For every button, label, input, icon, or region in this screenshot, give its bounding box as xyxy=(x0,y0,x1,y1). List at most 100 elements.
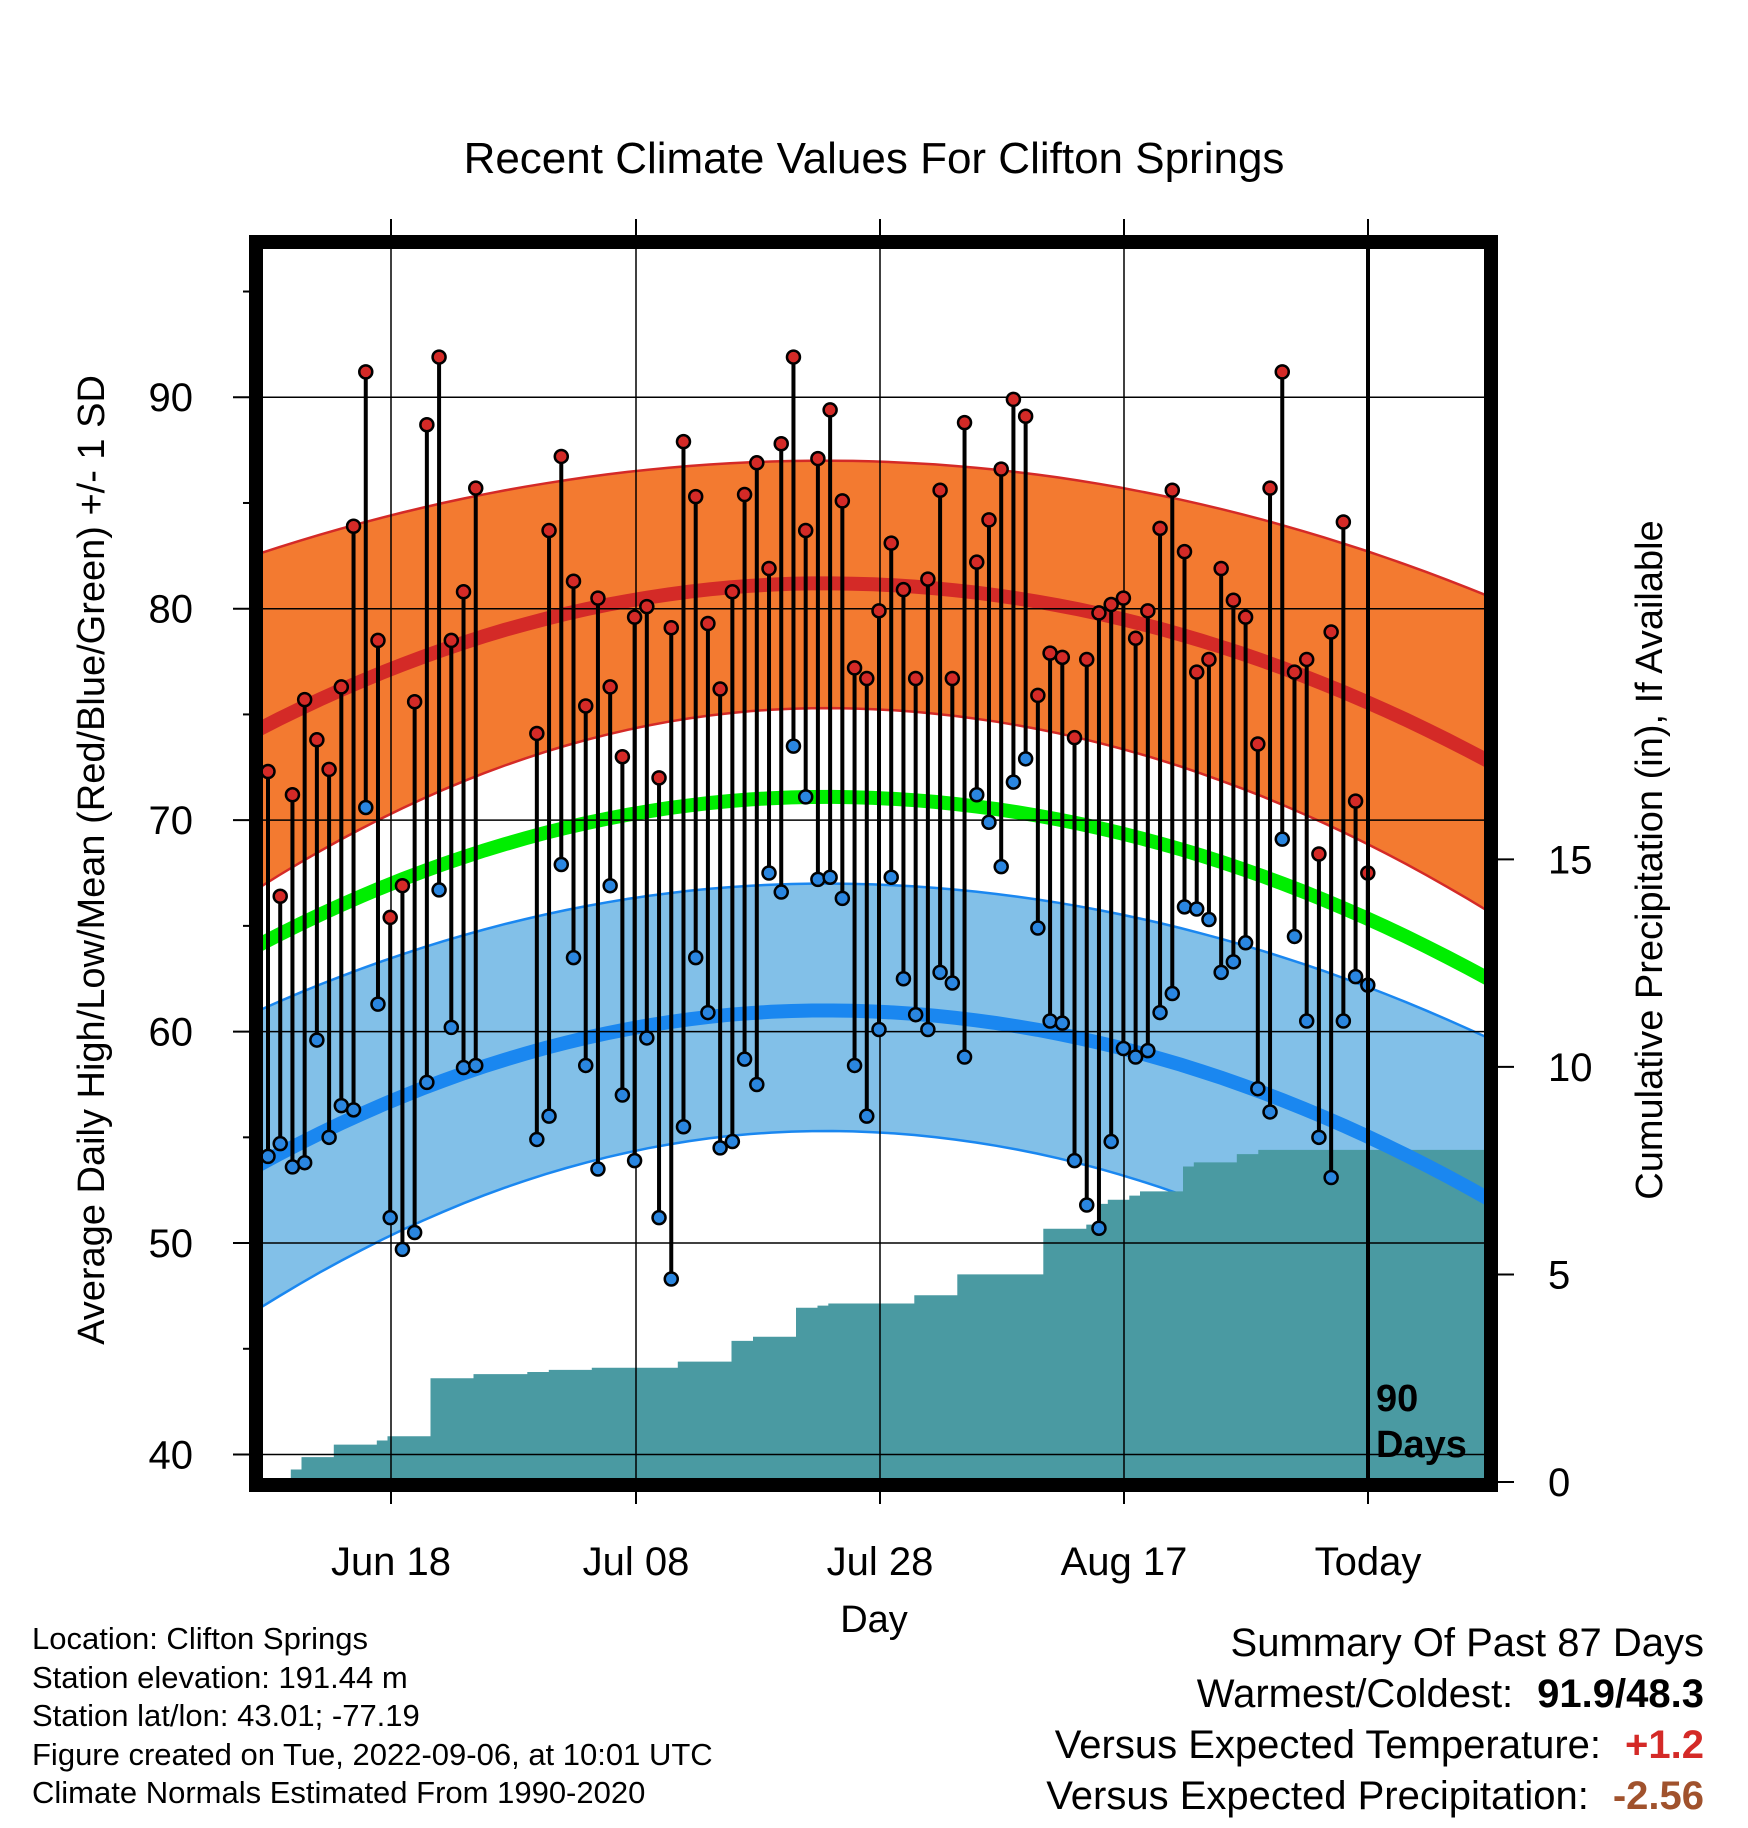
low-point xyxy=(1188,901,1205,917)
low-point xyxy=(1323,1169,1339,1186)
low-point xyxy=(907,1006,924,1023)
high-point xyxy=(565,573,582,589)
low-point xyxy=(590,1161,606,1177)
low-point xyxy=(1237,935,1254,951)
high-point xyxy=(663,619,680,636)
high-point xyxy=(981,512,997,528)
low-point xyxy=(541,1108,557,1124)
low-point xyxy=(871,1021,887,1038)
low-point xyxy=(639,1030,655,1046)
high-point xyxy=(1115,590,1132,606)
high-point xyxy=(761,560,777,577)
today-marker-label: 90 xyxy=(1376,1378,1418,1420)
low-point xyxy=(712,1140,728,1156)
high-point xyxy=(773,436,789,452)
low-point xyxy=(1201,911,1217,928)
high-point xyxy=(1030,687,1046,704)
high-point xyxy=(907,670,924,687)
low-point xyxy=(272,1135,288,1152)
low-point xyxy=(993,858,1009,875)
high-point xyxy=(1005,391,1022,408)
high-point xyxy=(333,679,350,695)
high-point xyxy=(382,909,398,926)
high-point xyxy=(455,584,472,600)
high-point xyxy=(1311,846,1327,862)
low-point xyxy=(1347,968,1364,985)
high-point xyxy=(797,522,814,539)
low-point xyxy=(663,1271,680,1287)
high-point xyxy=(602,679,618,695)
high-point xyxy=(1274,364,1291,380)
high-point xyxy=(932,482,948,499)
high-point xyxy=(394,877,411,894)
location-text: Location: Clifton Springs xyxy=(32,1621,369,1656)
low-point xyxy=(1005,774,1022,790)
low-point xyxy=(1262,1104,1278,1120)
high-point xyxy=(1188,664,1205,680)
low-point xyxy=(724,1133,741,1150)
precip-anomaly-label: Versus Expected Precipitation: xyxy=(1046,1774,1589,1818)
high-point xyxy=(1347,793,1364,809)
low-point xyxy=(773,884,789,900)
low-point xyxy=(1078,1197,1095,1213)
summary-panel: Summary Of Past 87 Days Warmest/Coldest:… xyxy=(1046,1618,1704,1822)
high-point xyxy=(1335,514,1352,530)
high-point xyxy=(834,493,851,509)
low-point xyxy=(419,1074,435,1091)
high-point xyxy=(1286,664,1303,680)
y-tick-label: 60 xyxy=(149,1011,194,1055)
low-point xyxy=(736,1051,753,1067)
elevation-text: Station elevation: 191.44 m xyxy=(32,1659,408,1695)
warmest-coldest-label: Warmest/Coldest: xyxy=(1196,1672,1514,1716)
low-point xyxy=(1042,1013,1058,1029)
low-point xyxy=(602,877,618,894)
high-point xyxy=(859,670,875,687)
high-point xyxy=(822,402,838,418)
high-point xyxy=(541,522,557,539)
low-point xyxy=(834,890,851,907)
low-point xyxy=(651,1209,667,1226)
high-point xyxy=(993,461,1009,477)
high-point xyxy=(749,455,765,471)
x-tick-label: Today xyxy=(1315,1540,1422,1584)
x-tick-label: Jun 18 xyxy=(331,1540,451,1584)
high-point xyxy=(883,535,899,551)
high-point xyxy=(590,590,606,606)
low-point xyxy=(443,1019,460,1036)
y2-tick-label: 15 xyxy=(1548,838,1593,882)
x-tick-label: Jul 08 xyxy=(583,1540,690,1584)
high-point xyxy=(309,732,325,748)
y2-tick-label: 10 xyxy=(1548,1046,1593,1090)
low-point xyxy=(969,787,985,803)
high-point xyxy=(345,518,362,534)
high-point xyxy=(614,748,631,765)
y-tick-label: 50 xyxy=(149,1222,194,1266)
high-point xyxy=(406,693,423,710)
high-sd-band xyxy=(259,460,1488,912)
low-point xyxy=(675,1119,692,1135)
low-point xyxy=(749,1076,765,1093)
high-point xyxy=(1152,520,1168,537)
high-point xyxy=(553,448,570,465)
low-point xyxy=(309,1032,325,1048)
low-point xyxy=(956,1049,973,1065)
low-point xyxy=(1213,964,1229,981)
low-point xyxy=(846,1057,863,1074)
y2-tick-label: 5 xyxy=(1548,1253,1570,1297)
high-point xyxy=(1323,624,1339,640)
high-point xyxy=(651,770,667,786)
high-point xyxy=(321,761,337,778)
low-point xyxy=(358,799,374,816)
high-point xyxy=(675,433,692,450)
high-point xyxy=(467,480,484,496)
low-point xyxy=(859,1108,875,1124)
low-point xyxy=(431,882,447,898)
low-point xyxy=(382,1209,398,1226)
summary-heading: Summary Of Past 87 Days xyxy=(1230,1621,1704,1665)
low-point xyxy=(1127,1049,1144,1065)
low-point xyxy=(1286,928,1303,945)
high-point xyxy=(969,554,985,570)
high-point xyxy=(736,486,753,503)
low-point xyxy=(370,996,386,1012)
